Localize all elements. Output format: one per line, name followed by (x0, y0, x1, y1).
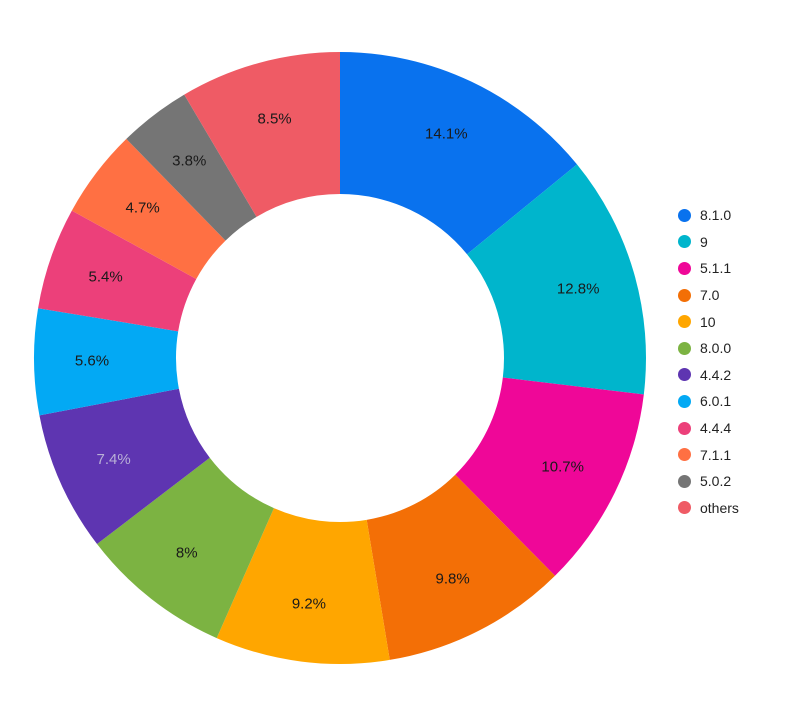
slice-5-0-2[interactable] (126, 94, 257, 241)
legend-label: 8.0.0 (700, 340, 732, 357)
legend-swatch (678, 394, 691, 408)
legend-swatch (678, 288, 691, 302)
slice-label-5-1-1: 10.7% (541, 459, 584, 476)
legend-swatch (678, 261, 691, 275)
slice-10[interactable] (216, 508, 390, 664)
legend-swatch (678, 341, 691, 355)
slice-labels: 14.1% 12.8% 10.7% 9.8% 9.2% 8% 7.4% 5.6% 5.4% 4.7… (75, 110, 600, 612)
slice-label-9: 12.8% (557, 280, 600, 297)
legend-item-5-0-2[interactable]: 5.0.2 (678, 468, 739, 495)
legend-swatch (678, 235, 691, 249)
slice-9[interactable] (467, 164, 646, 395)
legend-label: 4.4.2 (700, 366, 732, 383)
slice-label-6-0-1: 5.6% (75, 353, 109, 370)
legend-swatch (678, 208, 691, 222)
slice-8-1-0[interactable] (340, 52, 577, 255)
slice-label-8-1-0: 14.1% (425, 125, 468, 142)
legend-swatch (678, 501, 691, 515)
legend-item-5-1-1[interactable]: 5.1.1 (678, 255, 739, 282)
legend-label: 5.1.1 (700, 260, 732, 277)
legend-label: 7.1.1 (700, 446, 732, 463)
legend-item-7-0[interactable]: 7.0 (678, 282, 739, 309)
legend-label: 5.0.2 (700, 473, 732, 490)
slice-label-8-0-0: 8% (176, 544, 198, 561)
legend-swatch (678, 368, 691, 382)
legend-swatch (678, 448, 691, 462)
slice-others[interactable] (184, 52, 340, 217)
slice-8-0-0[interactable] (97, 457, 274, 639)
slice-label-7-1-1: 4.7% (126, 199, 160, 216)
legend-item-9[interactable]: 9 (678, 229, 739, 256)
slice-label-7-0: 9.8% (435, 570, 469, 587)
slice-7-0[interactable] (366, 474, 556, 660)
legend-item-others[interactable]: others (678, 495, 739, 522)
legend-swatch (678, 421, 691, 435)
legend-label: 8.1.0 (700, 207, 732, 224)
legend-item-6-0-1[interactable]: 6.0.1 (678, 388, 739, 415)
legend-label: others (700, 499, 739, 516)
legend-item-7-1-1[interactable]: 7.1.1 (678, 441, 739, 468)
legend-label: 4.4.4 (700, 420, 732, 437)
legend-label: 9 (700, 233, 708, 250)
slice-5-1-1[interactable] (455, 377, 644, 576)
legend-label: 6.0.1 (700, 393, 732, 410)
legend-item-10[interactable]: 10 (678, 308, 739, 335)
legend-item-8-0-0[interactable]: 8.0.0 (678, 335, 739, 362)
chart-legend: 8.1.0 9 5.1.1 7.0 10 8.0.0 4.4.2 6.0.1 4.4.4 7.1.… (678, 202, 739, 521)
slice-4-4-2[interactable] (39, 388, 210, 545)
legend-label: 10 (700, 313, 716, 330)
slice-label-4-4-2: 7.4% (97, 451, 131, 468)
slice-label-10: 9.2% (292, 596, 326, 613)
slice-4-4-4[interactable] (38, 210, 197, 332)
slice-7-1-1[interactable] (71, 138, 226, 279)
slice-6-0-1[interactable] (34, 308, 179, 416)
slice-label-others: 8.5% (257, 110, 291, 127)
slice-label-5-0-2: 3.8% (172, 153, 206, 170)
legend-label: 7.0 (700, 287, 720, 304)
donut-slices (34, 52, 646, 664)
legend-swatch (678, 315, 691, 329)
slice-label-4-4-4: 5.4% (89, 268, 123, 285)
legend-item-8-1-0[interactable]: 8.1.0 (678, 202, 739, 229)
legend-item-4-4-2[interactable]: 4.4.2 (678, 362, 739, 389)
legend-swatch (678, 474, 691, 488)
legend-item-4-4-4[interactable]: 4.4.4 (678, 415, 739, 442)
